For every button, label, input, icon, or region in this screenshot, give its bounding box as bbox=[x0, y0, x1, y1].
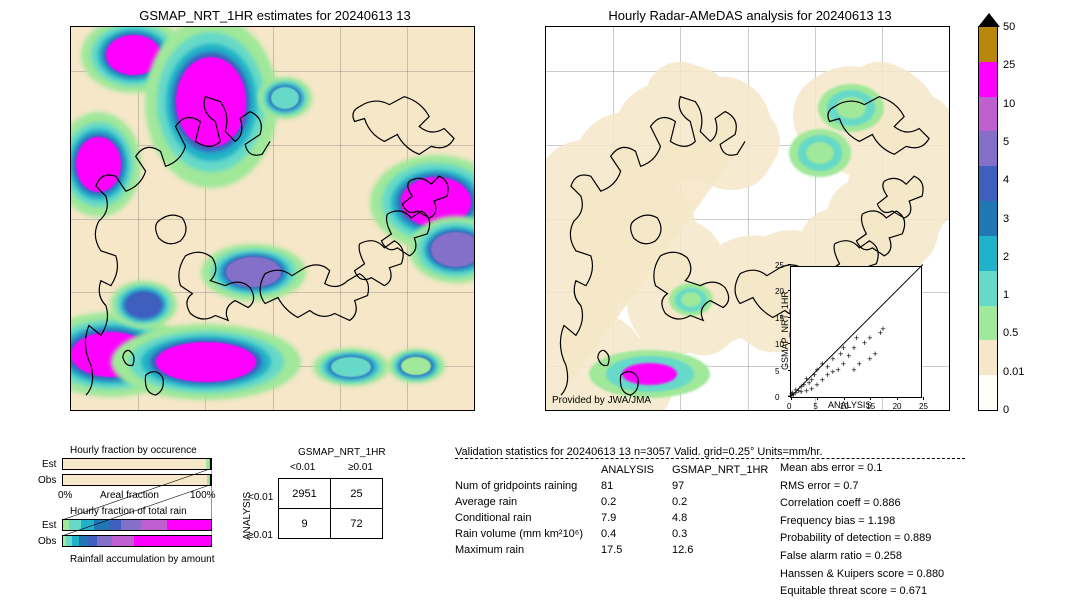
inset-ylabel: GSMAP_NRT_1HR bbox=[780, 291, 790, 370]
vr10: Average rain bbox=[455, 494, 601, 510]
validation-table: ANALYSISGSMAP_NRT_1HR Num of gridpoints … bbox=[455, 462, 786, 558]
occurrence-title: Hourly fraction by occurence bbox=[70, 445, 197, 456]
ct-10: 9 bbox=[279, 509, 331, 539]
inset-xlabel: ANALYSIS bbox=[828, 400, 871, 410]
xaxis-2: 100% bbox=[190, 490, 216, 501]
total-title: Hourly fraction of total rain bbox=[70, 506, 187, 517]
vr11: 0.2 bbox=[601, 494, 672, 510]
vr30: Rain volume (mm km²10⁶) bbox=[455, 526, 601, 542]
total-bar-obs bbox=[62, 535, 212, 547]
vr32: 0.3 bbox=[672, 526, 786, 542]
validation-metrics: Mean abs error = 0.1RMS error = 0.7Corre… bbox=[780, 460, 944, 601]
total-bar-est bbox=[62, 519, 212, 531]
cont-rh1: ≥0.01 bbox=[248, 530, 273, 541]
cont-ch0: <0.01 bbox=[290, 462, 315, 473]
right-map-title: Hourly Radar-AMeDAS analysis for 2024061… bbox=[545, 8, 955, 23]
vr02: 97 bbox=[672, 478, 786, 494]
vr12: 0.2 bbox=[672, 494, 786, 510]
accum-title: Rainfall accumulation by amount bbox=[70, 554, 215, 565]
scatter-inset: 00551010151520202525++++++++++++++++++++… bbox=[790, 266, 922, 398]
vr40: Maximum rain bbox=[455, 542, 601, 558]
left-map: 25°N30°N35°N40°N45°N125°E130°E135°E140°E… bbox=[70, 26, 475, 411]
left-map-title: GSMAP_NRT_1HR estimates for 20240613 13 bbox=[70, 8, 480, 23]
cont-ch1: ≥0.01 bbox=[348, 462, 373, 473]
est-label-2: Est bbox=[42, 520, 56, 531]
cont-rh0: <0.01 bbox=[248, 492, 273, 503]
ct-11: 72 bbox=[331, 509, 383, 539]
vr31: 0.4 bbox=[601, 526, 672, 542]
vr01: 81 bbox=[601, 478, 672, 494]
contingency-cells: 295125 972 bbox=[278, 478, 383, 539]
vr20: Conditional rain bbox=[455, 510, 601, 526]
vh1: GSMAP_NRT_1HR bbox=[672, 462, 786, 478]
vr42: 12.6 bbox=[672, 542, 786, 558]
obs-label-2: Obs bbox=[38, 536, 56, 547]
est-label-1: Est bbox=[42, 459, 56, 470]
ct-01: 25 bbox=[331, 479, 383, 509]
vr22: 4.8 bbox=[672, 510, 786, 526]
validation-divider bbox=[455, 458, 965, 459]
cont-col-title: GSMAP_NRT_1HR bbox=[298, 447, 386, 458]
colorbar: 502510543210.50.010 bbox=[978, 26, 998, 411]
occurrence-bar-obs bbox=[62, 474, 212, 486]
xaxis-1: Areal fraction bbox=[100, 490, 159, 501]
vr21: 7.9 bbox=[601, 510, 672, 526]
occurrence-bar-est bbox=[62, 458, 212, 470]
ct-00: 2951 bbox=[279, 479, 331, 509]
vr41: 17.5 bbox=[601, 542, 672, 558]
vr00: Num of gridpoints raining bbox=[455, 478, 601, 494]
obs-label-1: Obs bbox=[38, 475, 56, 486]
vh0: ANALYSIS bbox=[601, 462, 672, 478]
xaxis-0: 0% bbox=[58, 490, 72, 501]
